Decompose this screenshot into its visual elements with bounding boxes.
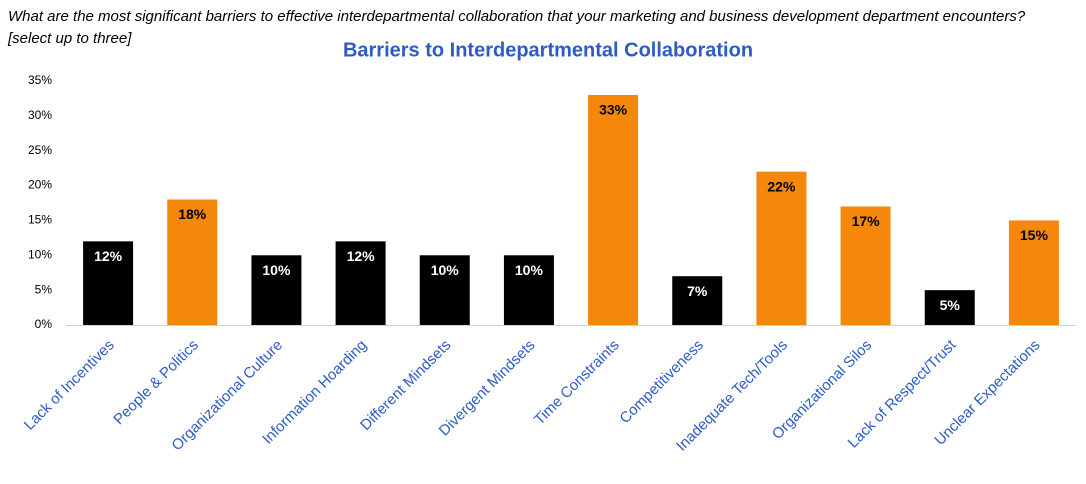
y-tick-label: 15% xyxy=(28,213,52,227)
bar xyxy=(251,255,302,325)
x-tick-label: Lack of Incentives xyxy=(21,337,118,434)
y-tick-label: 20% xyxy=(28,178,52,192)
chart-title: Barriers to Interdepartmental Collaborat… xyxy=(343,39,753,61)
y-tick-label: 25% xyxy=(28,143,52,157)
bar xyxy=(419,255,470,325)
data-label: 22% xyxy=(767,178,796,194)
y-tick-label: 0% xyxy=(35,317,53,331)
bar xyxy=(167,199,218,325)
bar xyxy=(503,255,554,325)
bar xyxy=(335,241,386,325)
x-tick-label: Divergent Mindsets xyxy=(436,337,539,440)
data-label: 12% xyxy=(347,248,376,264)
x-tick-label: Competitiveness xyxy=(616,337,706,427)
data-label: 10% xyxy=(431,262,460,278)
data-label: 7% xyxy=(687,283,708,299)
data-label: 33% xyxy=(599,102,628,118)
data-label: 17% xyxy=(852,213,881,229)
bar xyxy=(756,171,807,325)
data-label: 5% xyxy=(940,297,961,313)
bar xyxy=(1008,220,1059,325)
y-tick-label: 5% xyxy=(35,282,53,296)
bar xyxy=(672,276,723,325)
bar xyxy=(840,206,891,325)
data-label: 15% xyxy=(1020,227,1049,243)
x-tick-label: Different Mindsets xyxy=(357,337,454,434)
y-tick-label: 30% xyxy=(28,108,52,122)
bar xyxy=(83,241,134,325)
x-tick-label: Time Constraints xyxy=(531,337,623,429)
y-tick-label: 10% xyxy=(28,247,52,261)
data-label: 10% xyxy=(262,262,291,278)
question-text: What are the most significant barriers t… xyxy=(8,8,1026,47)
bar xyxy=(588,94,639,325)
x-tick-label: People & Politics xyxy=(110,337,202,429)
data-label: 18% xyxy=(178,206,207,222)
bar xyxy=(924,290,975,325)
data-label: 10% xyxy=(515,262,544,278)
y-tick-label: 35% xyxy=(28,73,52,87)
data-label: 12% xyxy=(94,248,123,264)
